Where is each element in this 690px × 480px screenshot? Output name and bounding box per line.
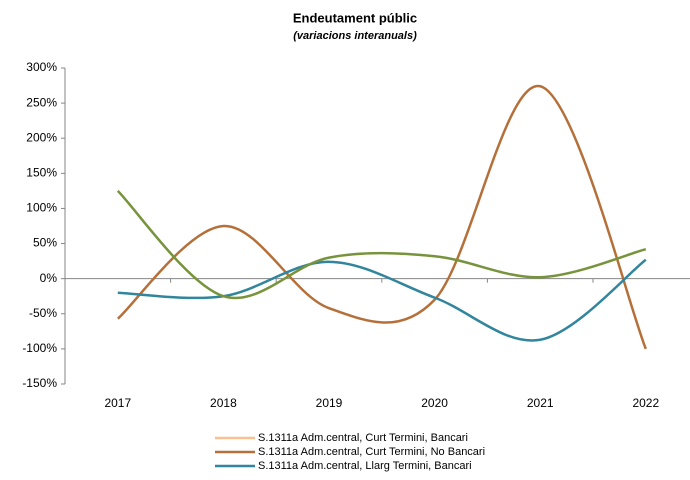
- x-tick-label: 2021: [527, 396, 554, 410]
- series-line: [116, 190, 647, 300]
- y-tick-label: 100%: [26, 201, 57, 215]
- y-tick-label: -50%: [29, 306, 57, 320]
- x-tick-label: 2022: [632, 396, 659, 410]
- series-line: [116, 84, 647, 350]
- chart-subtitle: (variacions interanuals): [293, 30, 417, 42]
- y-tick-label: 300%: [26, 60, 57, 74]
- legend-label: S.1311a Adm.central, Curt Termini, Banca…: [258, 432, 468, 444]
- legend-label: S.1311a Adm.central, Curt Termini, No Ba…: [258, 446, 485, 458]
- y-tick-label: -100%: [22, 341, 57, 355]
- x-tick-label: 2020: [421, 396, 448, 410]
- x-tick-label: 2017: [104, 396, 131, 410]
- y-tick-label: -150%: [22, 376, 57, 390]
- y-tick-label: 250%: [26, 95, 57, 109]
- series-line: [117, 258, 647, 342]
- x-tick-label: 2019: [316, 396, 343, 410]
- y-tick-label: 200%: [26, 130, 57, 144]
- y-tick-label: 0%: [40, 271, 58, 285]
- y-tick-label: 150%: [26, 166, 57, 180]
- legend-label: S.1311a Adm.central, Llarg Termini, Banc…: [258, 460, 472, 472]
- y-tick-label: 50%: [33, 236, 57, 250]
- x-tick-label: 2018: [210, 396, 237, 410]
- chart-title: Endeutament públic: [293, 10, 417, 25]
